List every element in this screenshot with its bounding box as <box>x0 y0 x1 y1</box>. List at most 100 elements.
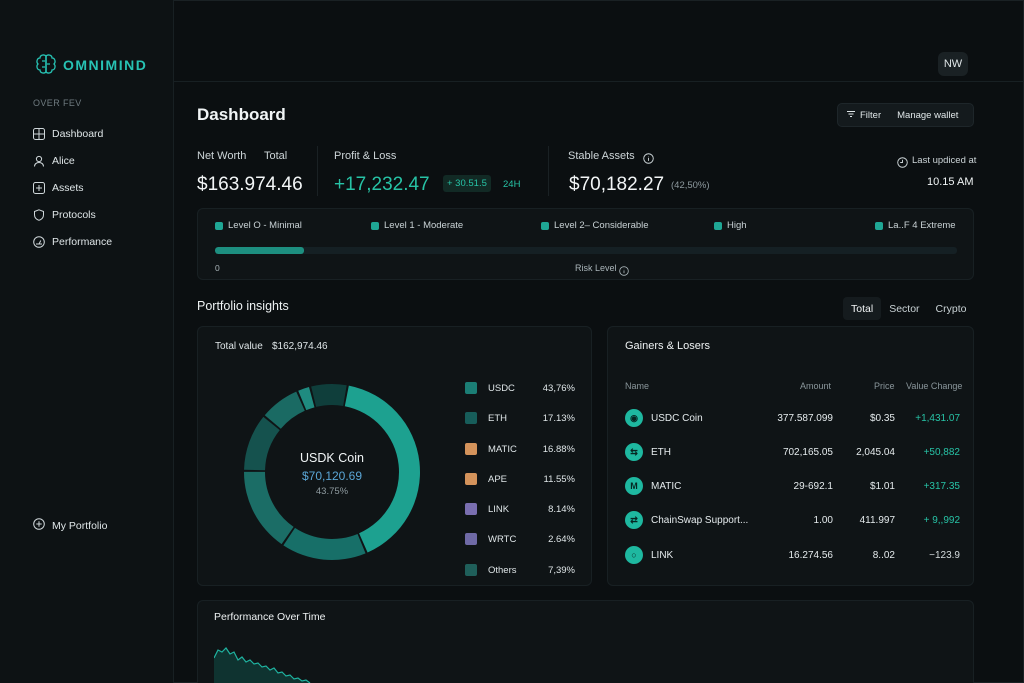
table-row[interactable]: M MATIC 29-692.1 $1.01 +317.35 <box>625 477 960 497</box>
page-title: Dashboard <box>197 105 286 124</box>
legend-label: APE <box>488 473 508 485</box>
clock-icon <box>897 155 908 173</box>
risk-level-label: High <box>727 220 747 231</box>
legend-item[interactable]: USDC 43,76% <box>465 378 575 408</box>
legend-label: USDC <box>488 383 515 394</box>
risk-swatch <box>215 221 223 230</box>
info-icon[interactable] <box>643 151 654 169</box>
filter-label: Filter <box>860 109 882 121</box>
legend-item[interactable]: ETH 17.13% <box>465 408 575 438</box>
legend-swatch <box>465 412 477 425</box>
allocation-legend: USDC 43,76% ETH 17.13% MATIC 16.88% APE 11.55% L… <box>465 378 575 590</box>
table-row[interactable]: ◉ USDC Coin 377.587.099 $0.35 +1,431.07 <box>625 409 960 429</box>
donut-slice-wrtc[interactable] <box>298 387 315 411</box>
risk-level-label: La..F 4 Extreme <box>888 220 956 231</box>
risk-level-label: Level 1 - Moderate <box>384 220 464 231</box>
table-row[interactable]: ⇄ ChainSwap Support... 1.00 411.997 + 9,,992 <box>625 511 960 531</box>
coin-name: ETH <box>651 447 671 458</box>
coin-price: $0.35 <box>869 413 895 424</box>
portfolio-insights-title: Portfolio insights <box>197 299 289 313</box>
donut-slice-link[interactable] <box>264 391 305 429</box>
legend-item[interactable]: WRTC 2.64% <box>465 529 575 559</box>
donut-slice-matic[interactable] <box>244 471 294 545</box>
stable-assets-label: Stable Assets <box>568 150 635 162</box>
sidebar: OMNIMIND OVER FEV Dashboard Alice Assets <box>0 0 174 683</box>
risk-level-label: Level 2– Considerable <box>554 220 649 231</box>
risk-levels: Level O - Minimal Level 1 - Moderate Lev… <box>215 220 960 232</box>
sidebar-item-alice[interactable]: Alice <box>33 147 112 174</box>
stat-divider <box>548 146 549 196</box>
nav-section-label: OVER FEV <box>33 98 82 108</box>
tab-sector[interactable]: Sector <box>889 302 920 315</box>
sidebar-item-performance[interactable]: Performance <box>33 228 112 255</box>
sidebar-item-assets[interactable]: Assets <box>33 174 112 201</box>
info-icon[interactable] <box>619 263 629 281</box>
filter-icon <box>846 109 856 122</box>
legend-value: 11.55% <box>543 473 575 485</box>
sidebar-item-label: Protocols <box>52 208 96 221</box>
shield-icon <box>33 208 45 221</box>
brand-logo[interactable]: OMNIMIND <box>33 52 147 78</box>
legend-value: 2.64% <box>548 534 575 546</box>
total-value: $162,974.46 <box>272 341 328 352</box>
coin-price: $1.01 <box>869 481 895 492</box>
sidebar-item-protocols[interactable]: Protocols <box>33 201 112 228</box>
legend-value: 8.14% <box>548 504 575 516</box>
risk-level-4: La..F 4 Extreme <box>875 220 956 231</box>
coin-price: 2,045.04 <box>856 447 895 458</box>
sidebar-item-dashboard[interactable]: Dashboard <box>33 120 112 147</box>
coin-price: 411.997 <box>859 515 895 526</box>
coin-price: 8..02 <box>872 550 895 561</box>
tab-crypto[interactable]: Crypto <box>935 302 967 315</box>
legend-item[interactable]: APE 11.55% <box>465 469 575 499</box>
manage-wallet-button[interactable]: Manage wallet <box>889 104 966 126</box>
plus-circle-icon <box>33 518 45 533</box>
table-row[interactable]: ⇆ ETH 702,165.05 2,045.04 +50,882 <box>625 443 960 463</box>
risk-card <box>197 208 974 280</box>
donut-center-value: $70,120.69 <box>301 469 363 483</box>
avatar[interactable]: NW <box>938 52 968 76</box>
my-portfolio-link[interactable]: My Portfolio <box>33 518 107 533</box>
pnl-value: +17,232.47 <box>334 174 430 195</box>
legend-swatch <box>465 442 477 455</box>
donut-center: USDK Coin $70,120.69 43.75% <box>272 451 392 497</box>
filter-button[interactable]: Filter <box>838 104 889 126</box>
donut-slice-eth[interactable] <box>283 527 366 560</box>
legend-swatch <box>465 472 477 485</box>
coin-amount: 1.00 <box>813 515 833 526</box>
coin-icon: M <box>625 477 643 495</box>
manage-wallet-label: Manage wallet <box>897 109 959 121</box>
coin-name: ChainSwap Support... <box>651 515 749 526</box>
legend-swatch <box>465 533 477 546</box>
legend-label: ETH <box>488 413 507 425</box>
legend-value: 17.13% <box>542 413 575 425</box>
legend-item[interactable]: MATIC 16.88% <box>465 439 575 469</box>
plus-square-icon <box>33 181 45 194</box>
donut-slice-ape[interactable] <box>244 416 280 471</box>
allocation-donut-chart <box>244 384 421 560</box>
legend-item[interactable]: LINK 8.14% <box>465 499 575 529</box>
tab-total[interactable]: Total <box>843 297 882 320</box>
risk-swatch <box>714 221 722 230</box>
gainers-losers-card <box>607 326 974 586</box>
column-header-amount: Amount <box>800 381 832 391</box>
insights-tabs: Total Sector Crypto <box>843 297 974 320</box>
sidebar-item-label: Performance <box>52 235 113 248</box>
legend-item[interactable]: Others 7,39% <box>465 560 575 590</box>
total-value-label: Total value <box>215 341 263 352</box>
coin-amount: 16.274.56 <box>788 550 834 561</box>
donut-center-name: USDK Coin <box>300 451 364 465</box>
donut-center-pct: 43.75% <box>315 486 349 497</box>
sidebar-item-label: Alice <box>52 154 75 167</box>
legend-swatch <box>465 382 477 394</box>
table-row[interactable]: ○ LINK 16.274.56 8..02 −123.9 <box>625 546 960 566</box>
donut-slice-others[interactable] <box>311 384 347 407</box>
legend-value: 43,76% <box>542 383 575 394</box>
my-portfolio-label: My Portfolio <box>52 519 108 532</box>
total-label: Total <box>264 150 288 162</box>
user-icon <box>33 155 45 167</box>
donut-slice-usdc[interactable] <box>344 385 421 553</box>
pnl-period: 24H <box>503 179 521 190</box>
risk-level-1: Level 1 - Moderate <box>371 220 463 231</box>
stable-assets-pct: (42,50%) <box>671 180 710 191</box>
